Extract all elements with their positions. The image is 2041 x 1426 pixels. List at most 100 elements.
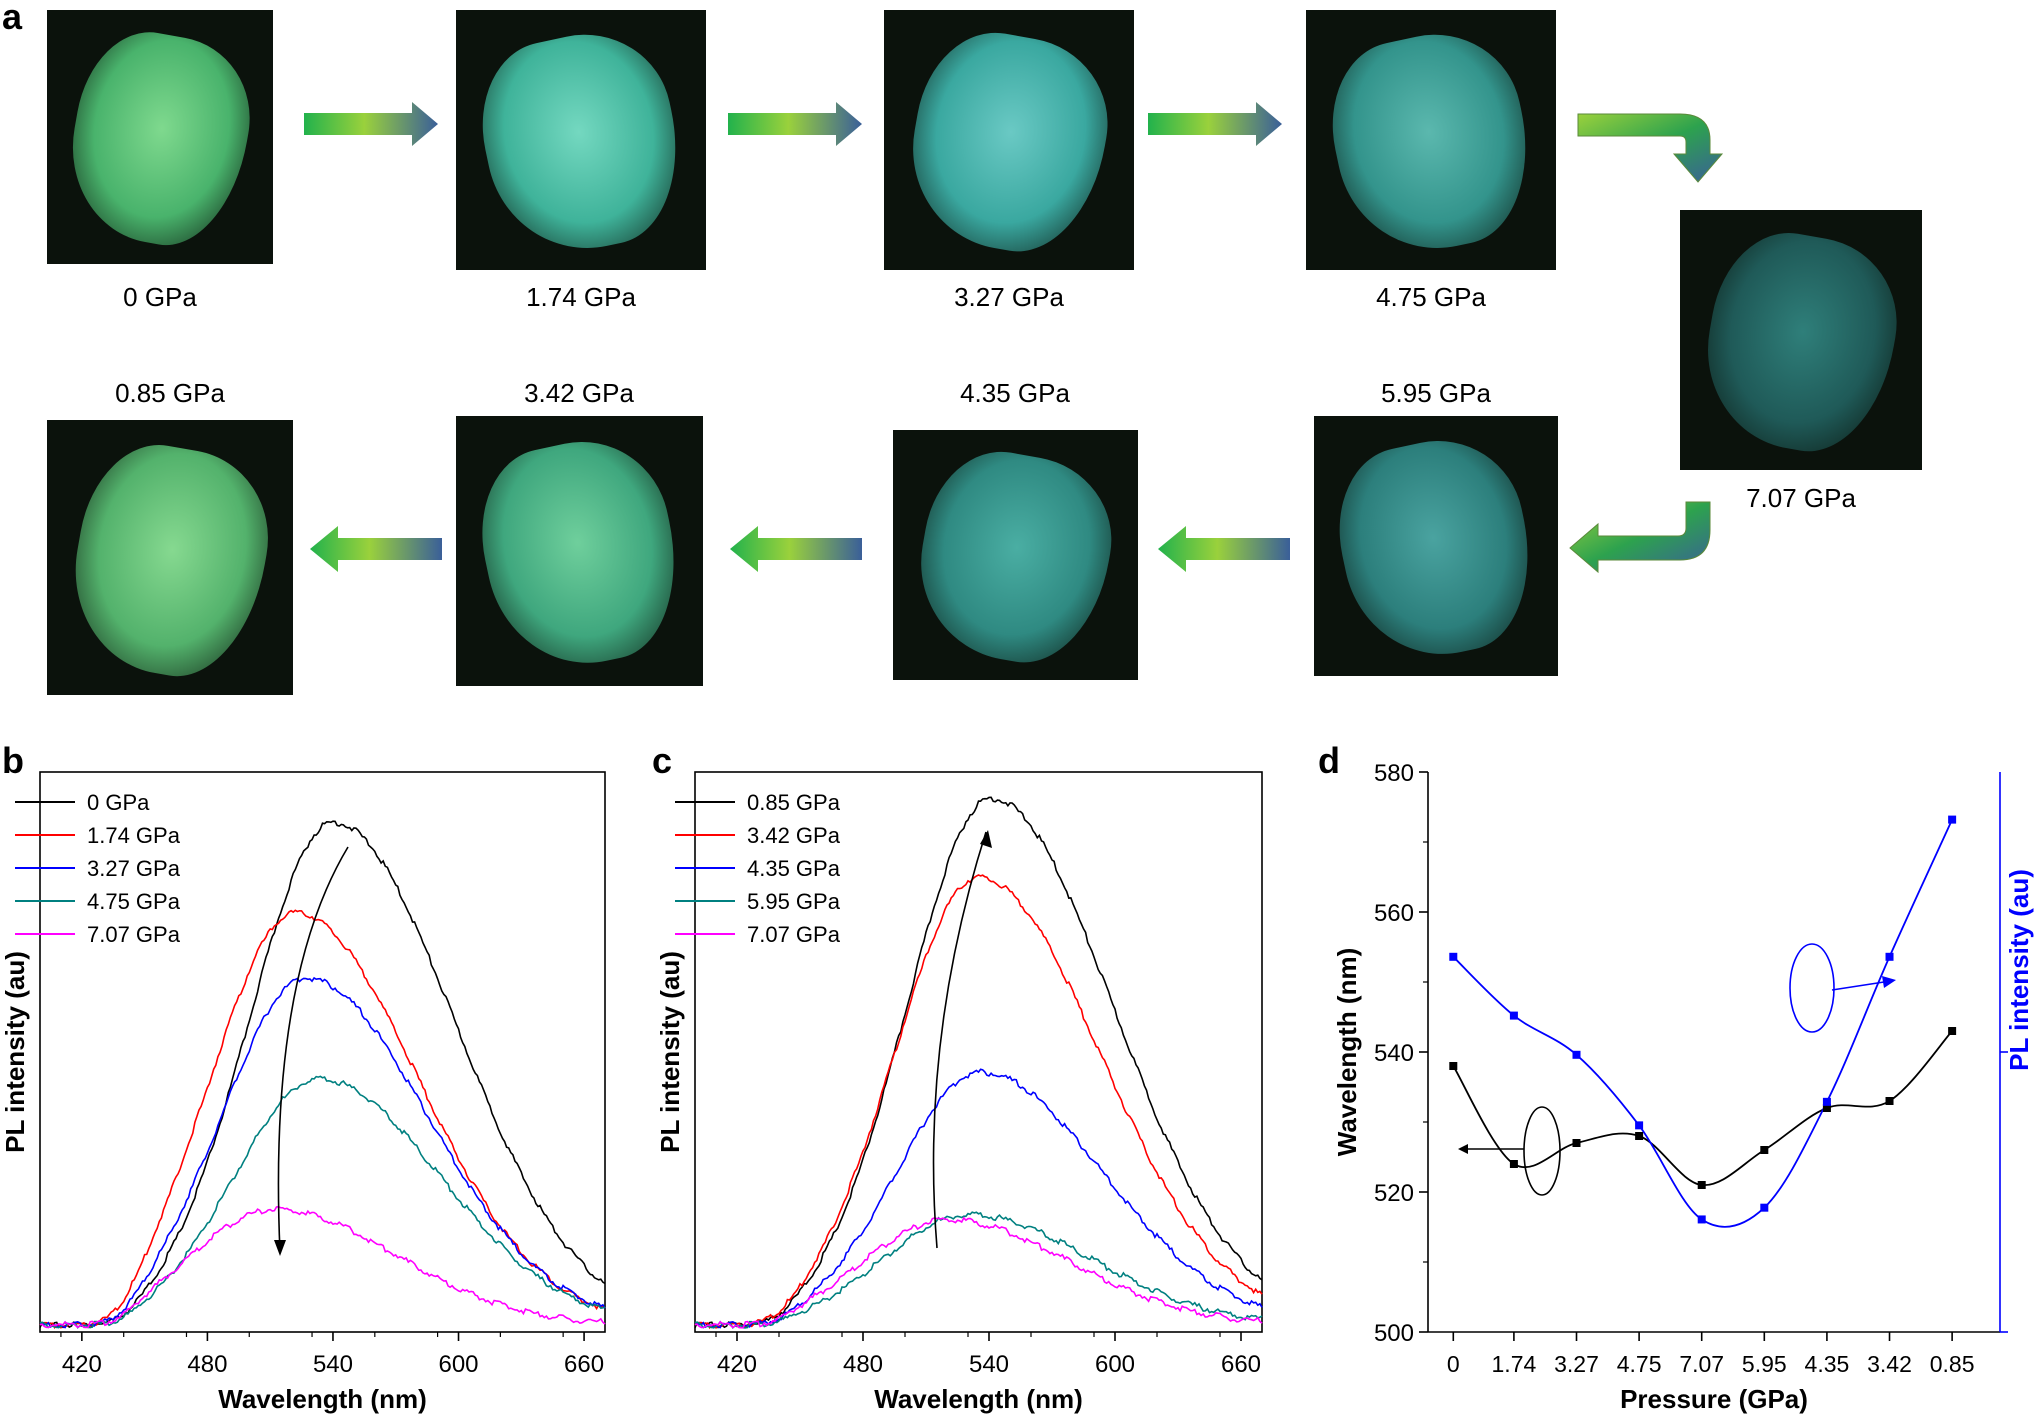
arrow-left-1: [1158, 526, 1290, 572]
pl-ellipse: [1789, 943, 1835, 1033]
y-axis-label: Wavelength (nm): [1332, 948, 1362, 1156]
photo-tile: [456, 416, 703, 686]
pressure-caption: 1.74 GPa: [526, 282, 636, 312]
wavelength-point: [1509, 1160, 1518, 1168]
x-axis-label: Wavelength (nm): [874, 1384, 1082, 1414]
photo-tile: [1306, 10, 1556, 270]
x-tick-label: 3.27: [1554, 1351, 1599, 1377]
arrow-bend-down: [1577, 113, 1724, 183]
legend-label: 5.95 GPa: [747, 889, 841, 914]
y-tick-label: 540: [1374, 1040, 1414, 1067]
pressure-caption: 3.42 GPa: [524, 378, 634, 408]
x-tick-label: 660: [564, 1351, 604, 1378]
pressure-caption: 7.07 GPa: [1746, 483, 1856, 513]
wavelength-pointer-head: [1458, 1144, 1468, 1154]
pl-intensity-point: [1509, 1011, 1518, 1020]
pl-intensity-point: [1697, 1215, 1706, 1224]
y-axis-label: PL intensity (au): [0, 951, 30, 1153]
x-tick-label: 420: [717, 1351, 757, 1378]
wavelength-point: [1885, 1097, 1894, 1105]
photo-tile: [1314, 416, 1558, 676]
photo-tile: [47, 420, 293, 695]
panel-label-c: c: [652, 740, 673, 781]
x-tick-label: 5.95: [1742, 1351, 1787, 1377]
pressure-caption: 0.85 GPa: [115, 378, 225, 408]
legend-label: 0.85 GPa: [747, 790, 841, 815]
trend-arrow-c: [932, 831, 987, 1249]
x-tick-label: 7.07: [1679, 1351, 1724, 1377]
x-tick-label: 1.74: [1492, 1351, 1537, 1377]
x-tick-label: 0.85: [1930, 1351, 1975, 1377]
wavelength-point: [1822, 1104, 1831, 1112]
legend-label: 3.42 GPa: [747, 823, 841, 848]
x-tick-label: 4.75: [1617, 1351, 1662, 1377]
pl-intensity-point: [1572, 1050, 1581, 1059]
series-line-2: [39, 976, 606, 1329]
legend-label: 0 GPa: [87, 790, 150, 815]
photo-tile: [456, 10, 706, 270]
x-axis-label: Pressure (GPa): [1620, 1384, 1808, 1414]
series-line-0: [694, 796, 1263, 1329]
chart-b: 420 480 540 600 660 Wavelength (nm) PL intensi…: [0, 771, 606, 1414]
panel-label-a: a: [2, 0, 23, 37]
legend-label: 7.07 GPa: [747, 922, 841, 947]
series-line-3: [39, 1075, 606, 1329]
y-tick-label: 500: [1374, 1320, 1414, 1347]
x-tick-label: 4.35: [1805, 1351, 1850, 1377]
x-axis-label: Wavelength (nm): [218, 1384, 426, 1414]
pressure-caption: 5.95 GPa: [1381, 378, 1491, 408]
x-tick-label: 480: [843, 1351, 883, 1378]
arrow-right-2: [728, 102, 862, 146]
plot-frame: [694, 771, 1263, 1333]
x-tick-label: 600: [1095, 1351, 1135, 1378]
panel-label-d: d: [1318, 740, 1340, 781]
wavelength-fit-line: [1452, 1030, 1953, 1186]
trend-arrowhead-c: [980, 830, 992, 848]
series-line-1: [694, 874, 1263, 1330]
legend-label: 4.35 GPa: [747, 856, 841, 881]
x-tick-label: 540: [969, 1351, 1009, 1378]
y-axis-label: PL intensity (au): [655, 951, 685, 1153]
y-axis-label-right: PL intensity (au): [2004, 869, 2034, 1071]
series-line-3: [694, 1211, 1263, 1330]
x-tick-label: 660: [1221, 1351, 1261, 1378]
pl-intensity-point: [1449, 952, 1458, 961]
x-tick-label: 420: [62, 1351, 102, 1378]
pl-pointer: [1831, 981, 1885, 991]
pressure-caption: 0 GPa: [123, 282, 197, 312]
panel-a-arrows: [304, 102, 1724, 574]
series-line-4: [694, 1216, 1263, 1329]
y-tick-label: 580: [1374, 760, 1414, 787]
pl-intensity-point: [1635, 1121, 1644, 1130]
x-tick-label: 3.42: [1867, 1351, 1912, 1377]
pl-intensity-point: [1948, 815, 1957, 824]
arrow-left-2: [730, 526, 862, 572]
pl-pointer-head: [1882, 976, 1896, 988]
y-tick-label: 520: [1374, 1180, 1414, 1207]
wavelength-ellipse: [1523, 1106, 1561, 1196]
photo-tile: [1680, 210, 1922, 470]
pl-intensity-point: [1822, 1097, 1831, 1106]
pressure-caption: 3.27 GPa: [954, 282, 1064, 312]
series-line-4: [39, 1205, 606, 1329]
chart-d: 500 520 540 560 580 0 1.74 3.27 4.75 7.07 5.95 4.35…: [1332, 760, 2034, 1414]
pl-intensity-fit-line: [1452, 819, 1953, 1228]
arrow-right-3: [1148, 102, 1282, 146]
pressure-caption: 4.75 GPa: [1376, 282, 1486, 312]
chart-c: 420 480 540 600 660 Wavelength (nm) PL intensi…: [655, 771, 1263, 1414]
x-tick-label: 540: [313, 1351, 353, 1378]
pl-intensity-point: [1760, 1203, 1769, 1212]
trend-arrow-b: [277, 846, 349, 1253]
x-tick-label: 600: [438, 1351, 478, 1378]
plot-frame: [39, 771, 606, 1333]
photo-tile: [893, 430, 1138, 680]
x-tick-label: 480: [187, 1351, 227, 1378]
legend-label: 4.75 GPa: [87, 889, 181, 914]
y-tick-label: 560: [1374, 900, 1414, 927]
x-tick-label: 0: [1447, 1351, 1460, 1377]
wavelength-point: [1697, 1181, 1706, 1189]
legend-label: 3.27 GPa: [87, 856, 181, 881]
pressure-caption: 4.35 GPa: [960, 378, 1070, 408]
photo-tile: [47, 10, 273, 264]
arrow-bend-left: [1569, 501, 1711, 574]
